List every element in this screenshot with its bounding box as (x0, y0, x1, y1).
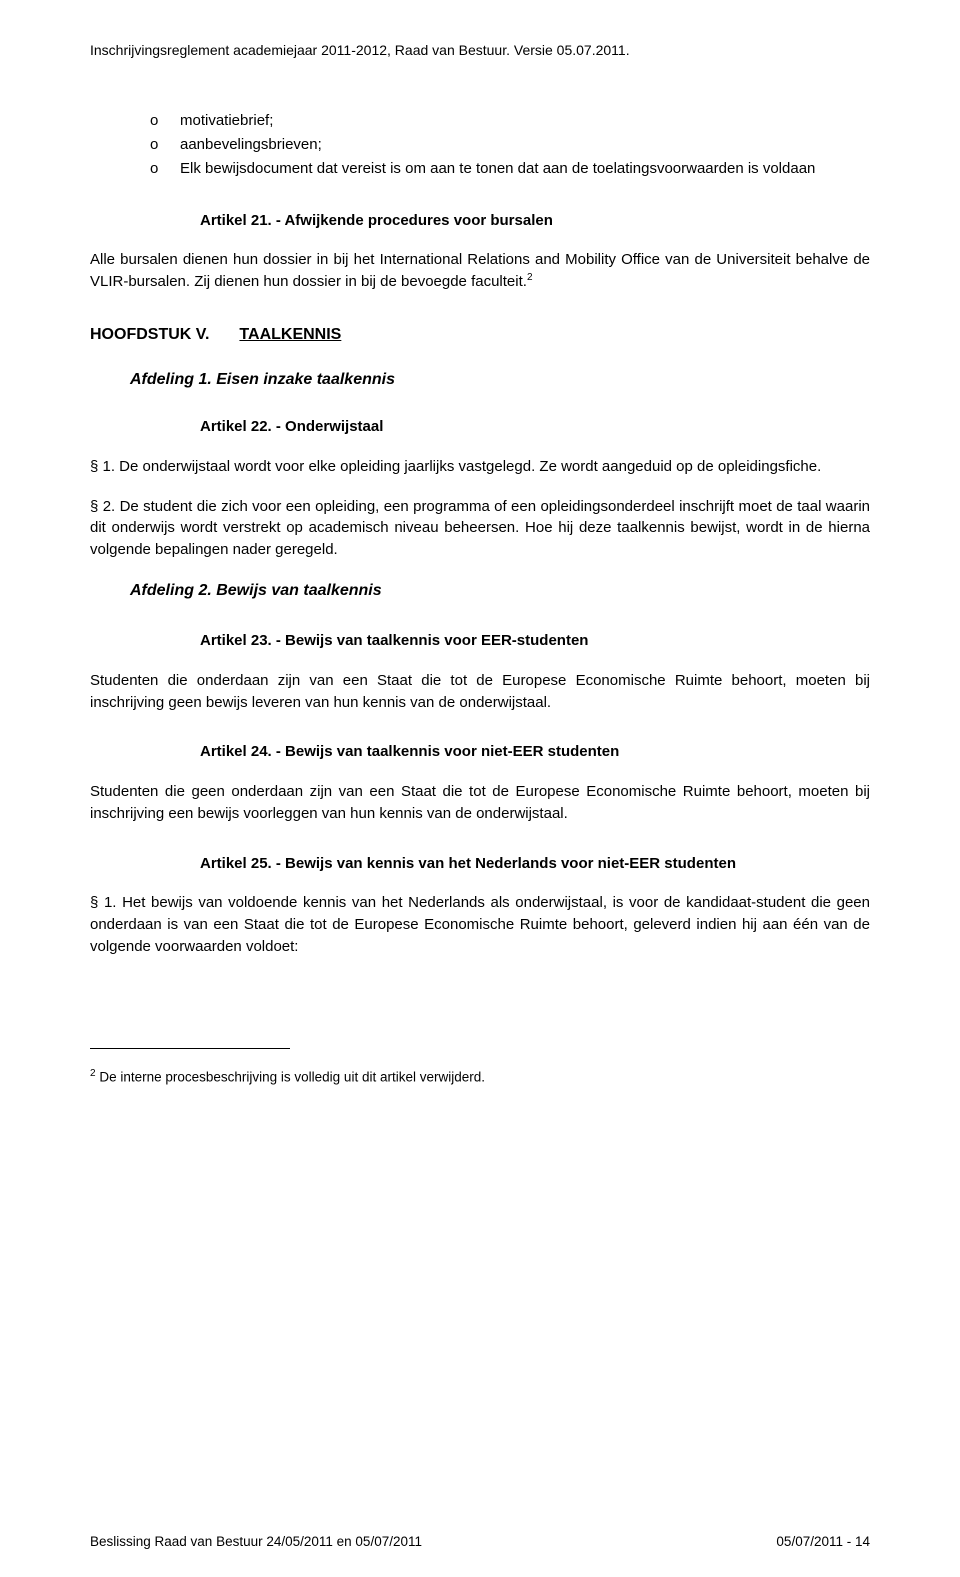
list-item: o aanbevelingsbrieven; (150, 134, 870, 156)
bullet-text: motivatiebrief; (180, 110, 870, 132)
chapter-title: TAALKENNIS (239, 326, 341, 343)
section-1-title: Afdeling 1. Eisen inzake taalkennis (130, 368, 870, 391)
page-footer: Beslissing Raad van Bestuur 24/05/2011 e… (90, 1532, 870, 1552)
section-2-title: Afdeling 2. Bewijs van taalkennis (130, 579, 870, 602)
footnote-separator (90, 1048, 290, 1049)
list-item: o Elk bewijsdocument dat vereist is om a… (150, 158, 870, 180)
document-header: Inschrijvingsreglement academiejaar 2011… (90, 40, 870, 60)
article-25-title: Artikel 25. - Bewijs van kennis van het … (200, 853, 870, 875)
article-22-p1: § 1. De onderwijstaal wordt voor elke op… (90, 456, 870, 478)
bullet-list: o motivatiebrief; o aanbevelingsbrieven;… (150, 110, 870, 179)
bullet-icon: o (150, 158, 180, 180)
article-24-title: Artikel 24. - Bewijs van taalkennis voor… (200, 741, 870, 763)
article-21-body: Alle bursalen dienen hun dossier in bij … (90, 249, 870, 293)
list-item: o motivatiebrief; (150, 110, 870, 132)
article-24-body: Studenten die geen onderdaan zijn van ee… (90, 781, 870, 825)
footer-right: 05/07/2011 - 14 (776, 1532, 870, 1552)
article-25-body: § 1. Het bewijs van voldoende kennis van… (90, 892, 870, 957)
article-23-title: Artikel 23. - Bewijs van taalkennis voor… (200, 630, 870, 652)
bullet-text: aanbevelingsbrieven; (180, 134, 870, 156)
footnote-text: De interne procesbeschrijving is volledi… (96, 1069, 485, 1084)
bullet-text: Elk bewijsdocument dat vereist is om aan… (180, 158, 870, 180)
footer-left: Beslissing Raad van Bestuur 24/05/2011 e… (90, 1532, 422, 1552)
bullet-icon: o (150, 110, 180, 132)
article-23-body: Studenten die onderdaan zijn van een Sta… (90, 670, 870, 714)
footnote: 2 De interne procesbeschrijving is volle… (90, 1067, 870, 1087)
footnote-ref: 2 (527, 272, 533, 283)
chapter-label: HOOFDSTUK V. (90, 323, 209, 346)
bullet-icon: o (150, 134, 180, 156)
chapter-heading: HOOFDSTUK V. TAALKENNIS (90, 323, 870, 346)
article-21-text: Alle bursalen dienen hun dossier in bij … (90, 251, 870, 290)
article-22-p2: § 2. De student die zich voor een opleid… (90, 496, 870, 561)
article-22-title: Artikel 22. - Onderwijstaal (200, 416, 870, 438)
document-page: Inschrijvingsreglement academiejaar 2011… (0, 0, 960, 1577)
article-21-title: Artikel 21. - Afwijkende procedures voor… (200, 210, 870, 232)
